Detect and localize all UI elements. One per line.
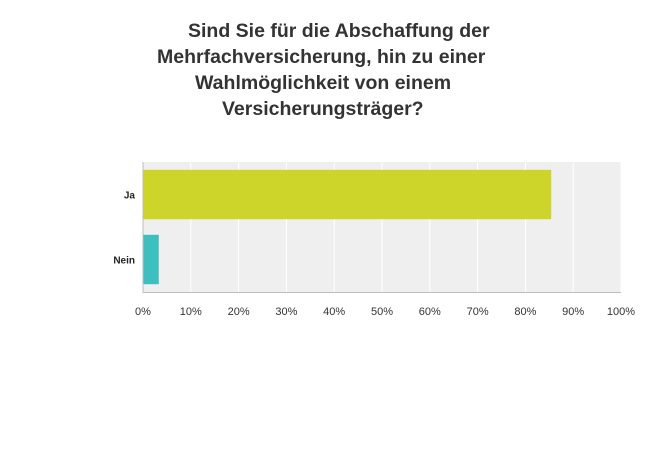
x-tick-label: 80% <box>514 306 536 318</box>
x-tick-label: 100% <box>607 306 635 318</box>
x-tick-label: 30% <box>275 306 297 318</box>
chart-title: Sind Sie für die Abschaffung der Mehrfac… <box>0 18 650 122</box>
bar-ja <box>143 169 552 220</box>
x-tick-label: 70% <box>467 306 489 318</box>
chart-title-line-4: Versicherungsträger? <box>222 98 424 120</box>
x-tick-label: 20% <box>228 306 250 318</box>
x-tick-label: 60% <box>419 306 441 318</box>
chart-title-line-1: Sind Sie für die Abschaffung der <box>188 20 490 42</box>
chart-title-line-2: Mehrfachversicherung, hin zu einer <box>157 46 486 68</box>
x-tick-label: 10% <box>180 306 202 318</box>
x-tick-label: 50% <box>371 306 393 318</box>
chart-title-line-3: Wahlmöglichkeit von einem <box>195 72 452 94</box>
x-tick-label: 40% <box>323 306 345 318</box>
x-tick-label: 90% <box>562 306 584 318</box>
category-label: Nein <box>113 256 135 267</box>
bar-nein <box>143 234 159 285</box>
category-label: Ja <box>124 191 136 202</box>
x-tick-label: 0% <box>135 306 151 318</box>
